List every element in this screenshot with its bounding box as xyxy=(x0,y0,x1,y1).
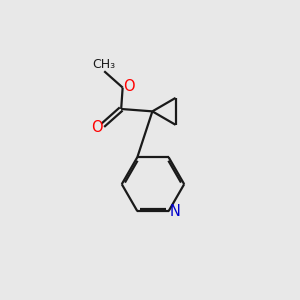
Text: O: O xyxy=(123,79,135,94)
Text: N: N xyxy=(170,204,181,219)
Text: CH₃: CH₃ xyxy=(93,58,116,71)
Text: O: O xyxy=(92,120,103,135)
